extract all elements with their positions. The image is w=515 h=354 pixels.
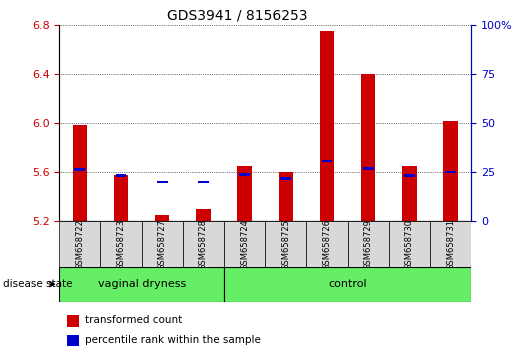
Text: GSM658724: GSM658724 — [240, 219, 249, 270]
Text: GSM658730: GSM658730 — [405, 219, 414, 270]
Bar — [74, 168, 85, 171]
Bar — [114, 175, 128, 221]
Bar — [389, 221, 430, 267]
Text: control: control — [329, 279, 367, 290]
Bar — [115, 175, 126, 177]
Text: GSM658728: GSM658728 — [199, 219, 208, 270]
Bar — [402, 166, 417, 221]
Text: GSM658723: GSM658723 — [116, 219, 126, 270]
Bar — [265, 221, 306, 267]
Bar — [239, 173, 250, 176]
Bar — [67, 315, 79, 327]
Bar — [445, 171, 456, 173]
Bar — [280, 177, 291, 179]
Bar — [157, 181, 167, 183]
Bar — [279, 172, 293, 221]
Bar — [320, 31, 334, 221]
Text: GSM658731: GSM658731 — [446, 219, 455, 270]
Text: disease state: disease state — [3, 279, 72, 289]
Text: GSM658725: GSM658725 — [281, 219, 290, 270]
Bar — [237, 166, 252, 221]
Bar — [363, 167, 373, 170]
Bar — [443, 121, 458, 221]
Text: transformed count: transformed count — [85, 315, 182, 325]
Bar — [306, 221, 348, 267]
Bar — [59, 267, 224, 302]
Bar — [59, 221, 100, 267]
Text: percentile rank within the sample: percentile rank within the sample — [85, 335, 261, 345]
Bar — [224, 267, 471, 302]
Bar — [430, 221, 471, 267]
Bar — [67, 335, 79, 346]
Bar — [198, 181, 209, 183]
Bar — [361, 74, 375, 221]
Bar — [183, 221, 224, 267]
Bar — [142, 221, 183, 267]
Text: GDS3941 / 8156253: GDS3941 / 8156253 — [167, 9, 307, 23]
Bar — [321, 160, 333, 162]
Text: GSM658729: GSM658729 — [364, 219, 373, 270]
Bar — [100, 221, 142, 267]
Bar — [348, 221, 389, 267]
Bar — [404, 175, 415, 177]
Text: GSM658727: GSM658727 — [158, 219, 167, 270]
Text: GSM658726: GSM658726 — [322, 219, 332, 270]
Bar — [224, 221, 265, 267]
Bar — [196, 209, 211, 221]
Bar — [73, 125, 87, 221]
Bar — [155, 215, 169, 221]
Text: GSM658722: GSM658722 — [75, 219, 84, 270]
Text: vaginal dryness: vaginal dryness — [97, 279, 186, 290]
